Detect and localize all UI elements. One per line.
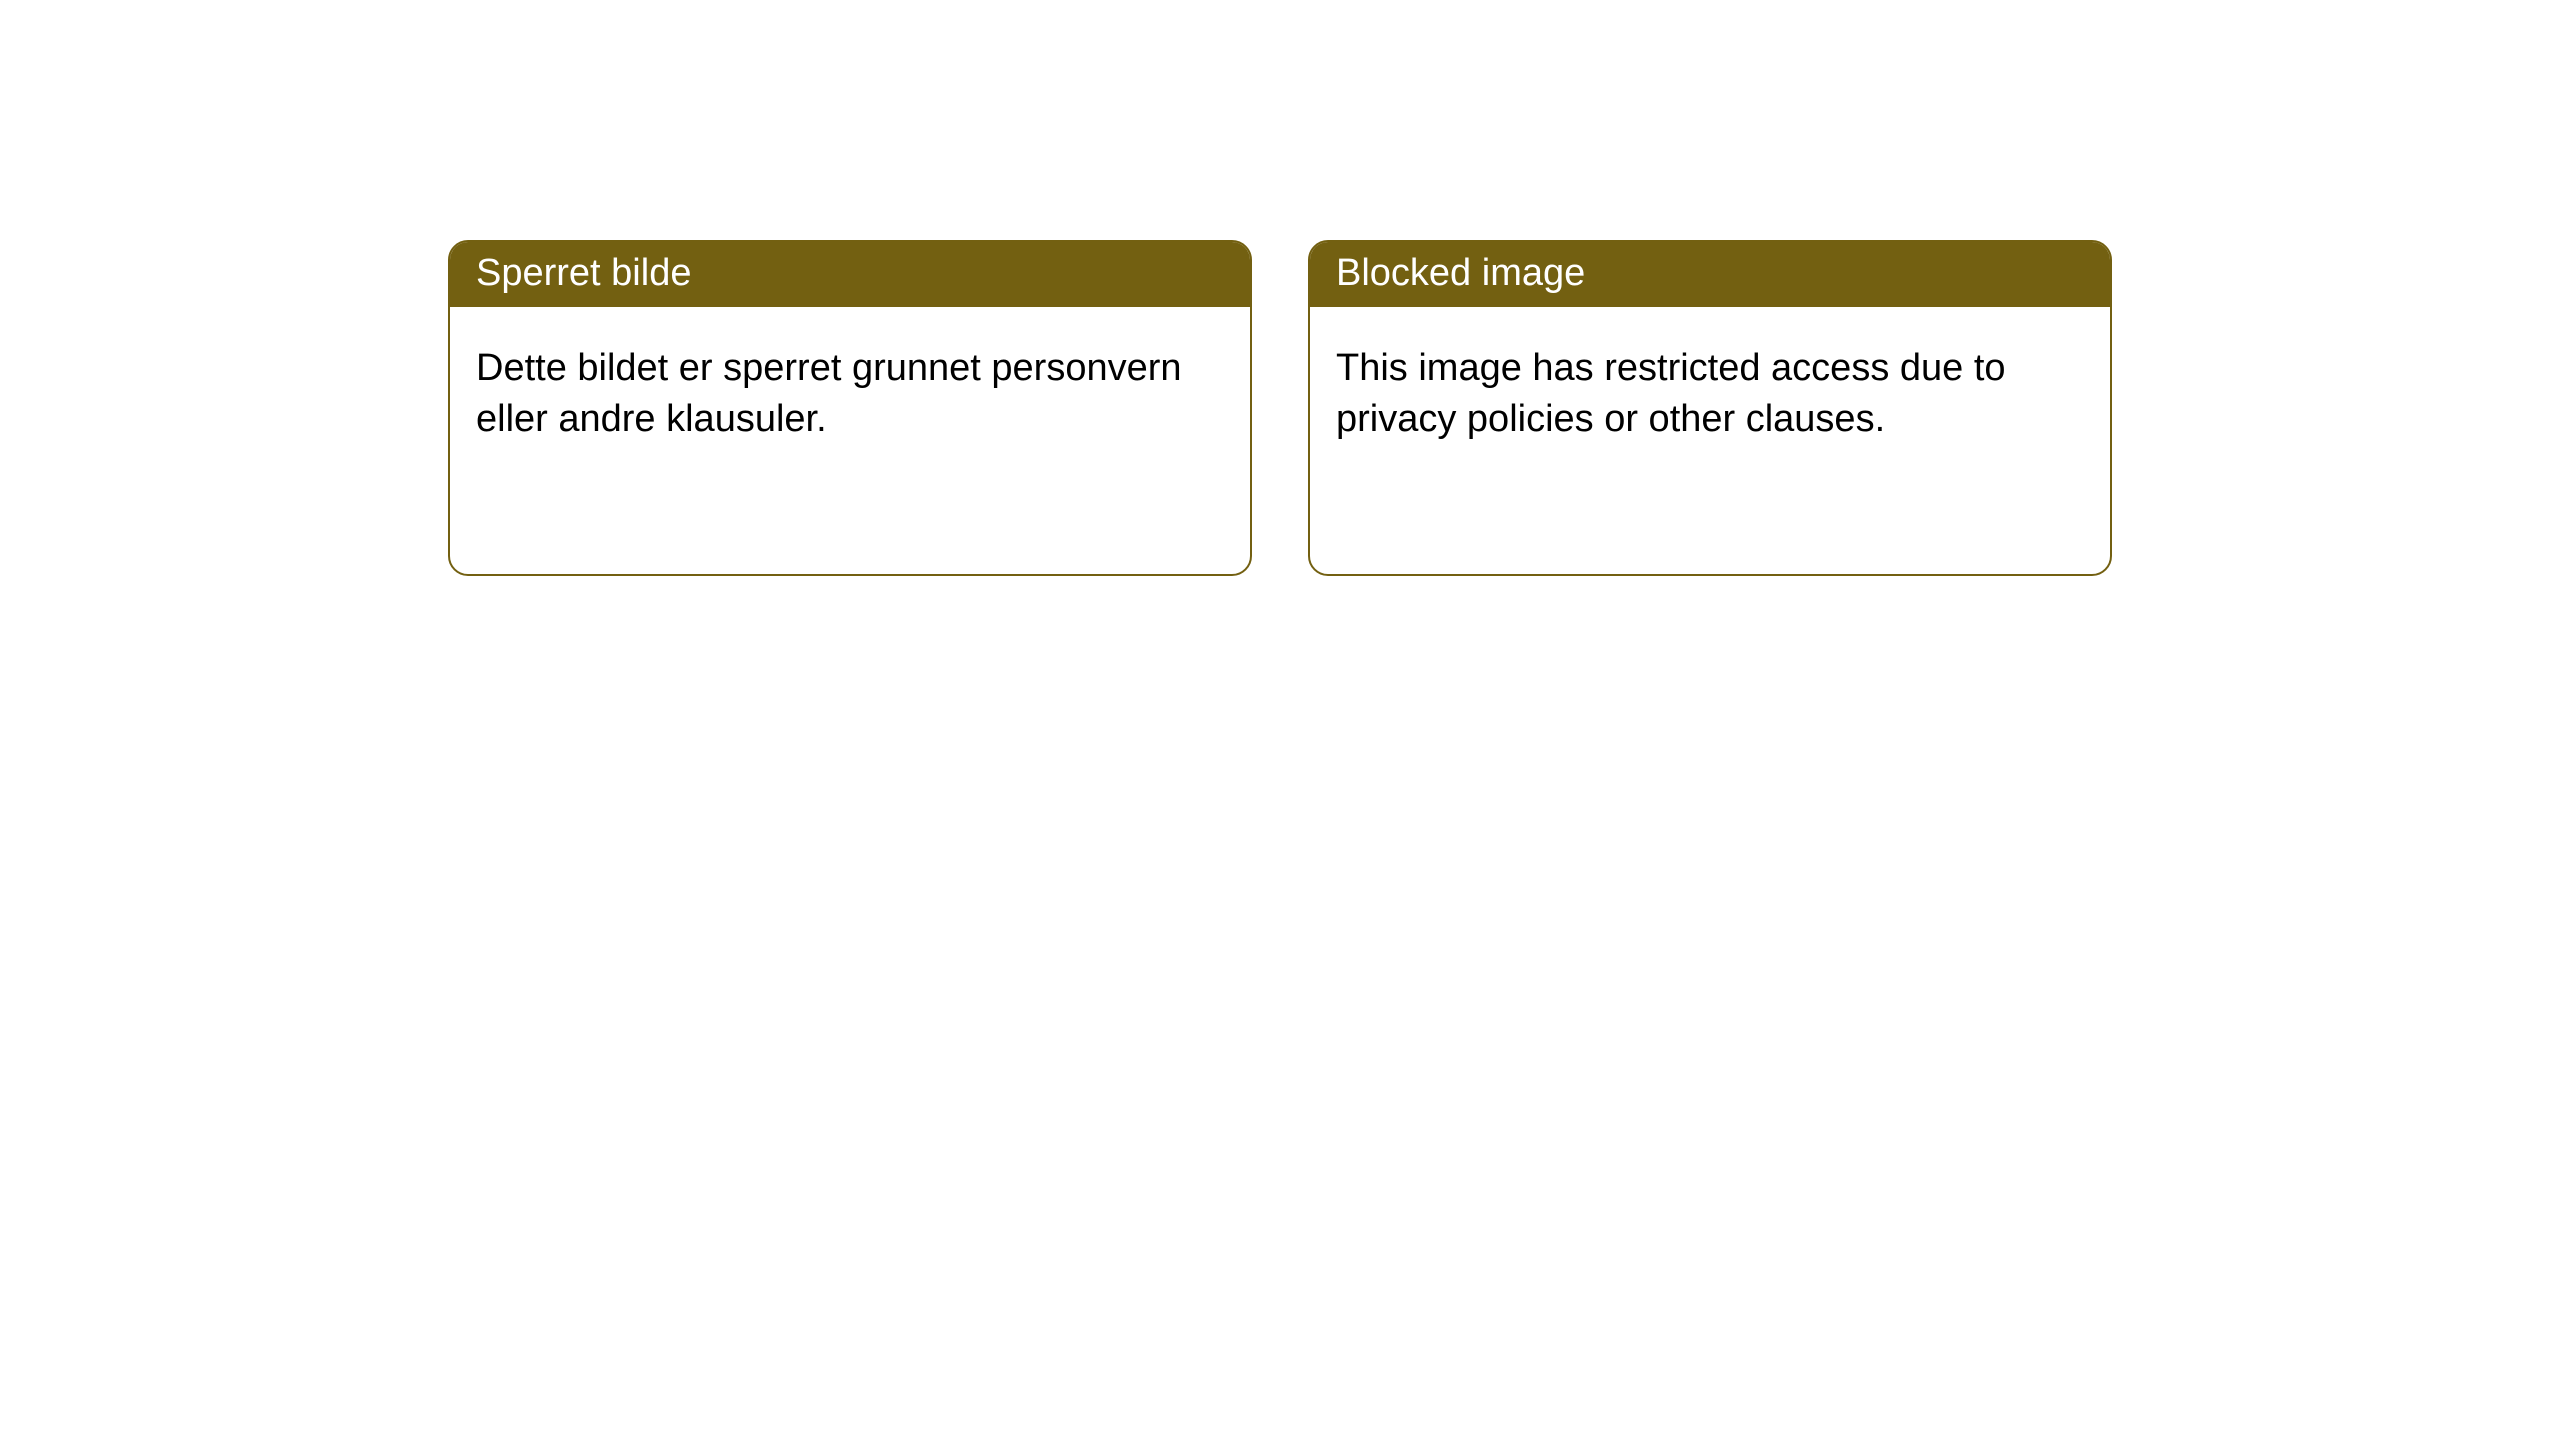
blocked-image-card-en: Blocked image This image has restricted … (1308, 240, 2112, 576)
cards-container: Sperret bilde Dette bildet er sperret gr… (0, 0, 2560, 576)
card-title-en: Blocked image (1310, 242, 2110, 307)
blocked-image-card-no: Sperret bilde Dette bildet er sperret gr… (448, 240, 1252, 576)
card-body-en: This image has restricted access due to … (1310, 307, 2110, 482)
card-body-no: Dette bildet er sperret grunnet personve… (450, 307, 1250, 482)
card-title-no: Sperret bilde (450, 242, 1250, 307)
